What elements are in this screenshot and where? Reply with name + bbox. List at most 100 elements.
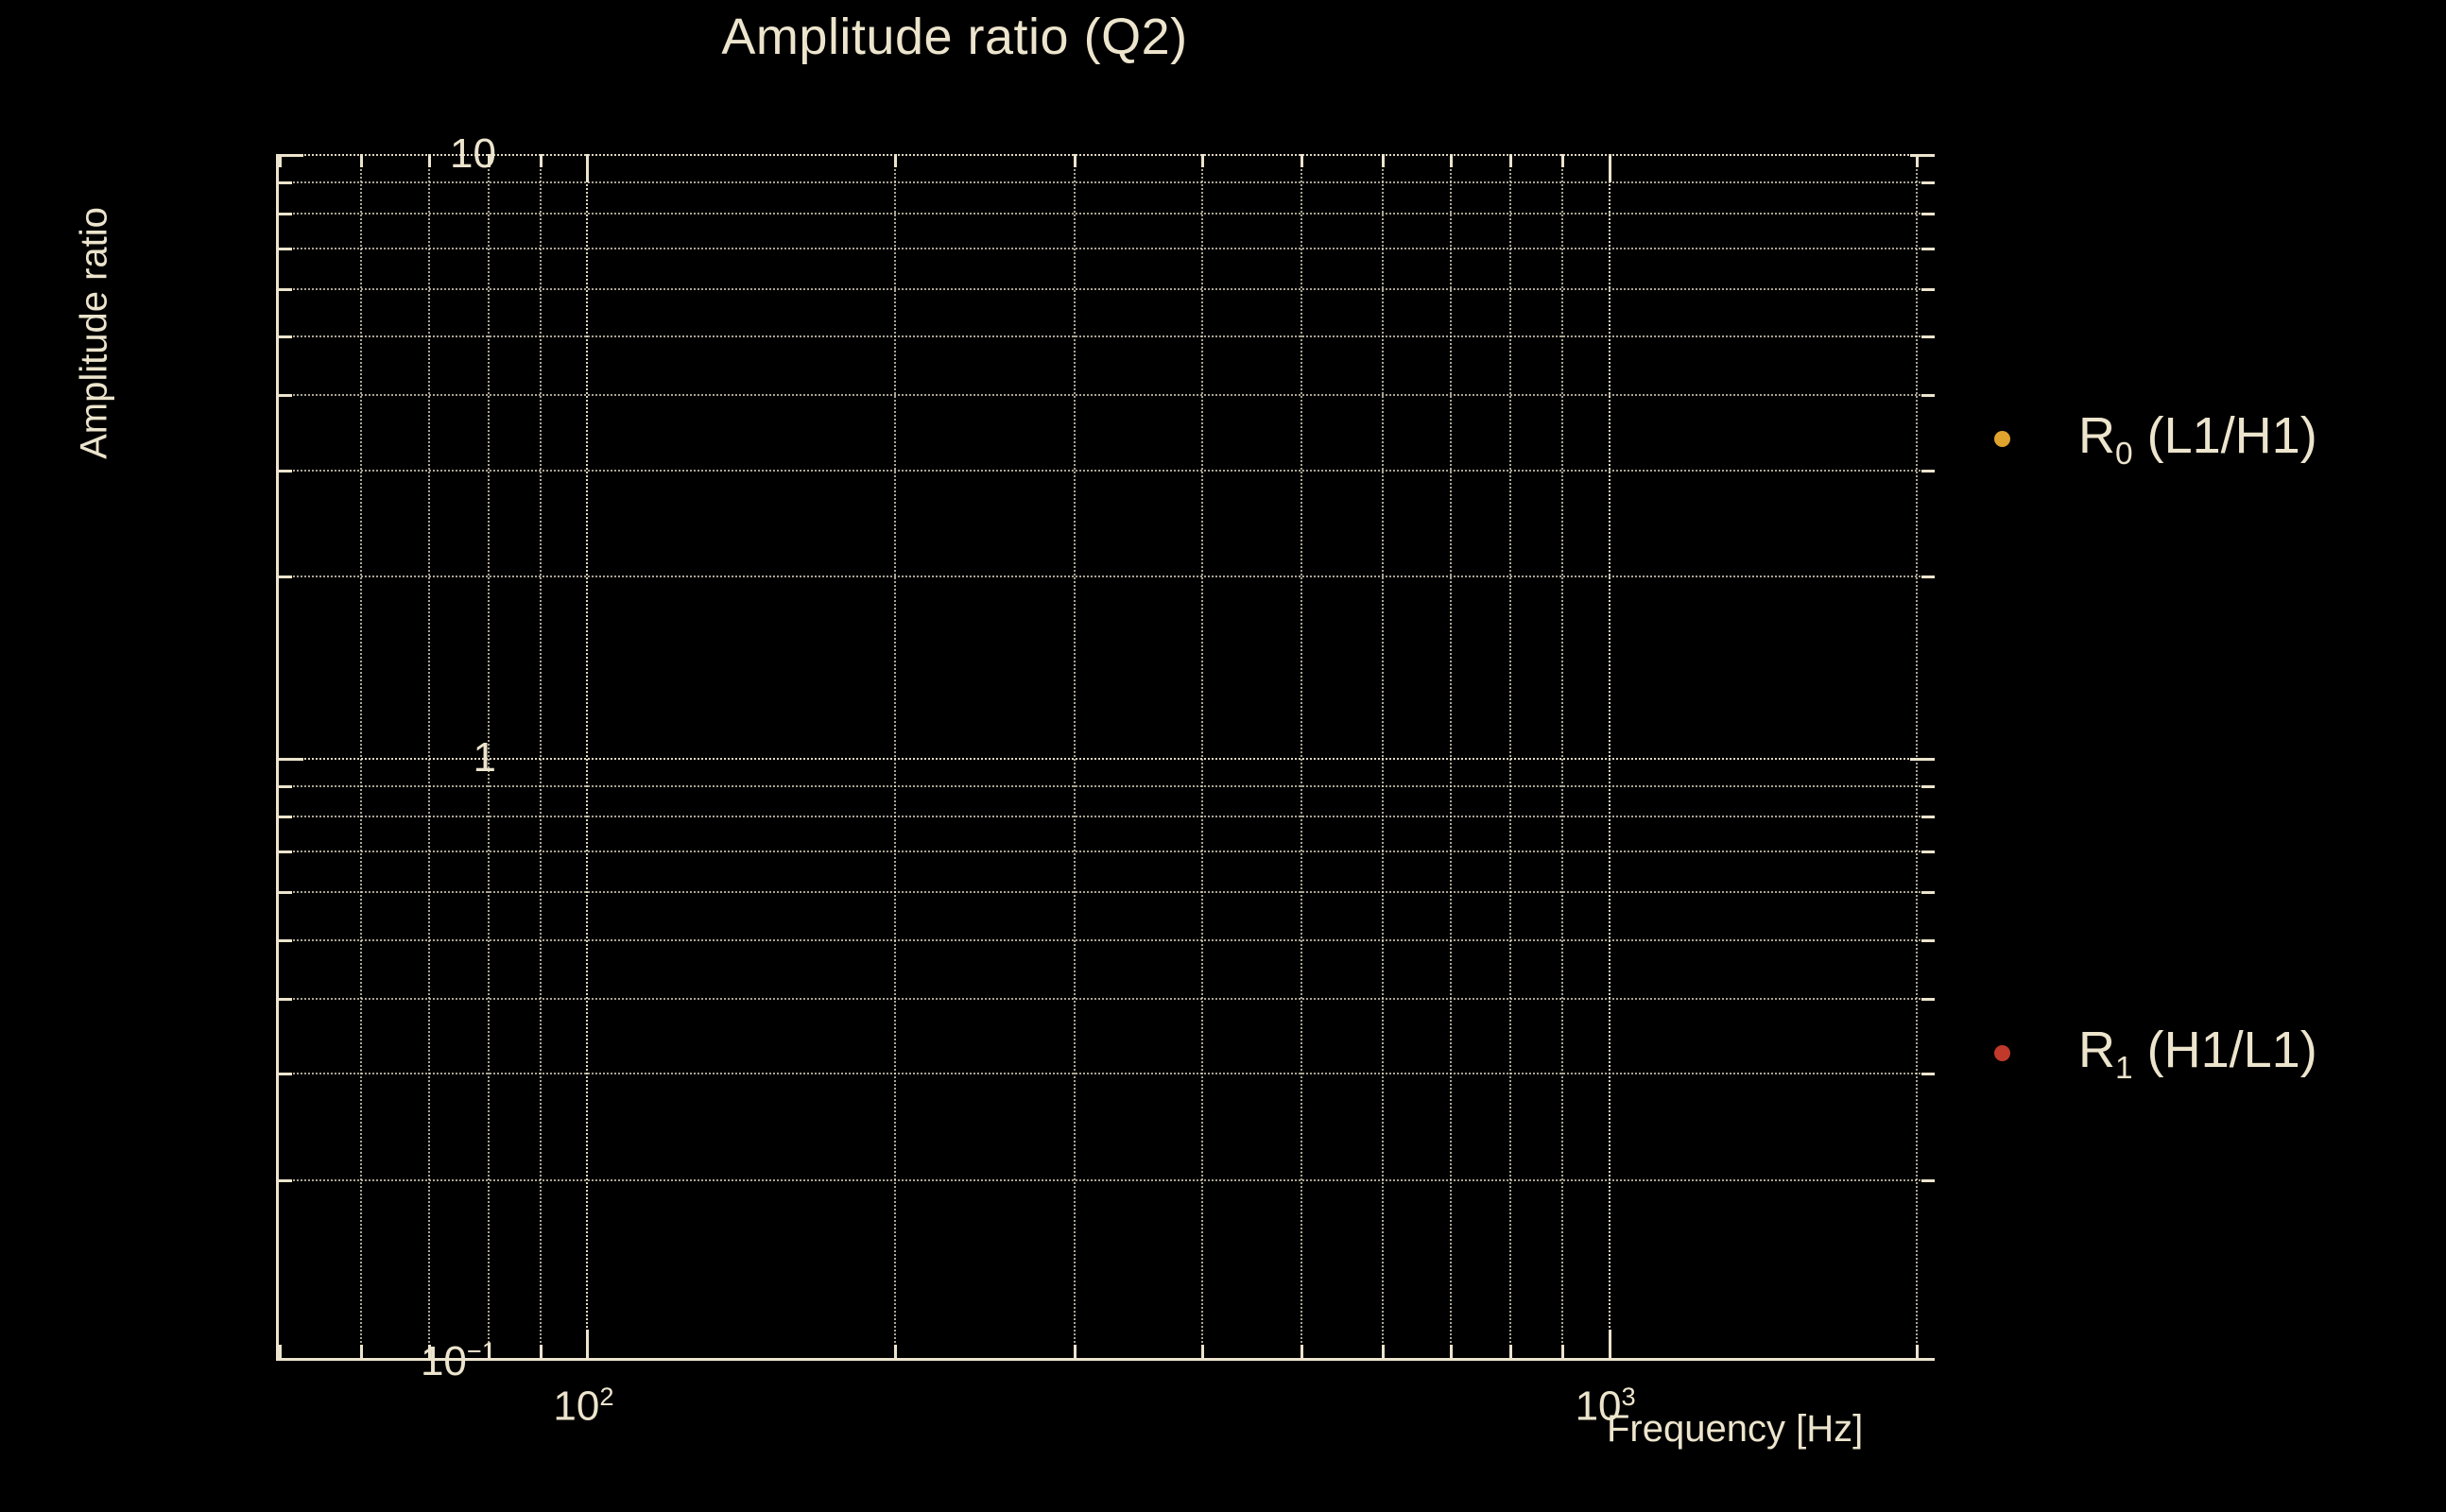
y-axis-tick bbox=[279, 394, 292, 398]
grid-line-horizontal bbox=[279, 247, 1935, 249]
y-tick-exponent: −1 bbox=[466, 1336, 496, 1366]
x-axis-tick bbox=[586, 1330, 590, 1358]
legend-marker-circle-icon bbox=[1994, 431, 2010, 448]
y-axis-title: Amplitude ratio bbox=[73, 207, 115, 459]
y-axis-tick-right bbox=[1921, 997, 1935, 1001]
x-axis-tick-top bbox=[1916, 154, 1920, 167]
y-axis-tick-right bbox=[1921, 576, 1935, 579]
legend-entry-r1[interactable]: R1 (H1/L1) bbox=[1994, 1021, 2317, 1087]
grid-line-vertical bbox=[1561, 154, 1564, 1358]
chart-title: Amplitude ratio (Q2) bbox=[721, 9, 1188, 65]
grid-line-vertical bbox=[427, 154, 430, 1358]
legend-label-r0: R0 (L1/H1) bbox=[2078, 407, 2317, 472]
grid-line-vertical bbox=[586, 154, 589, 1358]
y-axis-tick-right bbox=[1921, 850, 1935, 854]
y-axis-tick-right bbox=[1910, 757, 1935, 761]
y-tick-mantissa: 1 bbox=[473, 733, 496, 781]
grid-line-vertical bbox=[1074, 154, 1077, 1358]
y-axis-tick bbox=[279, 938, 292, 942]
y-axis-tick bbox=[279, 181, 292, 185]
x-axis-tick bbox=[893, 1345, 897, 1358]
x-axis-tick bbox=[1301, 1345, 1304, 1358]
grid-line-vertical bbox=[1381, 154, 1384, 1358]
y-axis-tick bbox=[279, 247, 292, 250]
grid-line-horizontal bbox=[279, 287, 1935, 290]
x-axis-tick-top bbox=[279, 154, 282, 167]
x-tick-label-100: 102 bbox=[553, 1382, 613, 1431]
y-axis-tick bbox=[279, 891, 292, 895]
y-axis-tick bbox=[279, 287, 292, 291]
grid-line-horizontal bbox=[279, 576, 1935, 578]
grid-line-horizontal bbox=[279, 997, 1935, 1000]
grid-line-horizontal bbox=[279, 891, 1935, 894]
grid-line-horizontal bbox=[279, 816, 1935, 818]
grid-line-horizontal bbox=[279, 469, 1935, 472]
x-axis-title: Frequency [Hz] bbox=[1607, 1408, 1864, 1450]
x-axis-tick-top bbox=[893, 154, 897, 167]
grid-line-horizontal bbox=[279, 938, 1935, 941]
y-axis-tick bbox=[279, 1178, 292, 1182]
grid-line-vertical bbox=[539, 154, 542, 1358]
legend-marker-circle-icon bbox=[1994, 1045, 2010, 1062]
y-axis-tick bbox=[279, 850, 292, 854]
grid-line-vertical bbox=[1301, 154, 1303, 1358]
x-axis-tick-top bbox=[1381, 154, 1385, 167]
y-axis-tick bbox=[279, 997, 292, 1001]
y-axis-tick-right bbox=[1921, 938, 1935, 942]
y-axis-tick bbox=[279, 784, 292, 788]
y-axis-tick bbox=[279, 335, 292, 339]
x-axis-tick bbox=[1074, 1345, 1077, 1358]
y-axis-tick-right bbox=[1921, 816, 1935, 819]
grid-line-horizontal bbox=[279, 1178, 1935, 1181]
x-axis-tick-top bbox=[1561, 154, 1565, 167]
x-axis-tick-top bbox=[586, 154, 590, 182]
grid-line-horizontal bbox=[279, 1073, 1935, 1075]
x-axis-tick bbox=[359, 1345, 363, 1358]
y-axis-tick bbox=[279, 212, 292, 215]
grid-line-vertical bbox=[1450, 154, 1453, 1358]
x-axis-tick bbox=[1561, 1345, 1565, 1358]
x-axis-tick-top bbox=[539, 154, 543, 167]
x-axis-tick-top bbox=[359, 154, 363, 167]
x-axis-tick bbox=[539, 1345, 543, 1358]
legend-entry-r0[interactable]: R0 (L1/H1) bbox=[1994, 406, 2317, 472]
grid-line-horizontal bbox=[279, 394, 1935, 397]
y-axis-tick-right bbox=[1921, 784, 1935, 788]
grid-line-vertical bbox=[1201, 154, 1204, 1358]
grid-line-vertical bbox=[487, 154, 490, 1358]
x-axis-tick-top bbox=[1074, 154, 1077, 167]
y-axis-tick bbox=[279, 469, 292, 472]
y-axis-tick-right bbox=[1921, 287, 1935, 291]
y-axis-tick bbox=[279, 1073, 292, 1076]
y-axis-tick-right bbox=[1921, 247, 1935, 250]
x-axis-tick bbox=[1450, 1345, 1454, 1358]
x-axis-tick-top bbox=[427, 154, 431, 167]
x-axis-tick bbox=[279, 1345, 282, 1358]
grid-line-vertical bbox=[893, 154, 896, 1358]
x-tick-exponent: 3 bbox=[1621, 1382, 1636, 1411]
y-axis-tick-right bbox=[1921, 212, 1935, 215]
x-axis-tick bbox=[1508, 1345, 1512, 1358]
grid-line-horizontal bbox=[279, 784, 1935, 787]
grid-line-vertical bbox=[1608, 154, 1611, 1358]
x-axis-tick bbox=[1381, 1345, 1385, 1358]
grid-line-vertical bbox=[1508, 154, 1511, 1358]
x-axis-tick-top bbox=[487, 154, 491, 167]
plot-top-border bbox=[279, 154, 1935, 156]
x-axis-tick bbox=[487, 1345, 491, 1358]
legend-label-r1: R1 (H1/L1) bbox=[2078, 1022, 2317, 1086]
y-tick-label-1: 1 bbox=[474, 734, 496, 782]
y-axis-tick bbox=[279, 757, 303, 761]
y-axis-tick-right bbox=[1921, 335, 1935, 339]
x-tick-label-1000: 103 bbox=[1576, 1382, 1636, 1431]
x-axis-tick bbox=[427, 1345, 431, 1358]
grid-line-horizontal bbox=[279, 335, 1935, 338]
x-axis-tick bbox=[1916, 1345, 1920, 1358]
x-axis-tick-top bbox=[1608, 154, 1611, 182]
grid-line-horizontal bbox=[279, 212, 1935, 215]
x-tick-mantissa: 10 bbox=[1575, 1383, 1622, 1430]
x-axis-tick bbox=[1201, 1345, 1205, 1358]
x-axis-tick bbox=[1608, 1330, 1611, 1358]
x-axis-tick-top bbox=[1508, 154, 1512, 167]
